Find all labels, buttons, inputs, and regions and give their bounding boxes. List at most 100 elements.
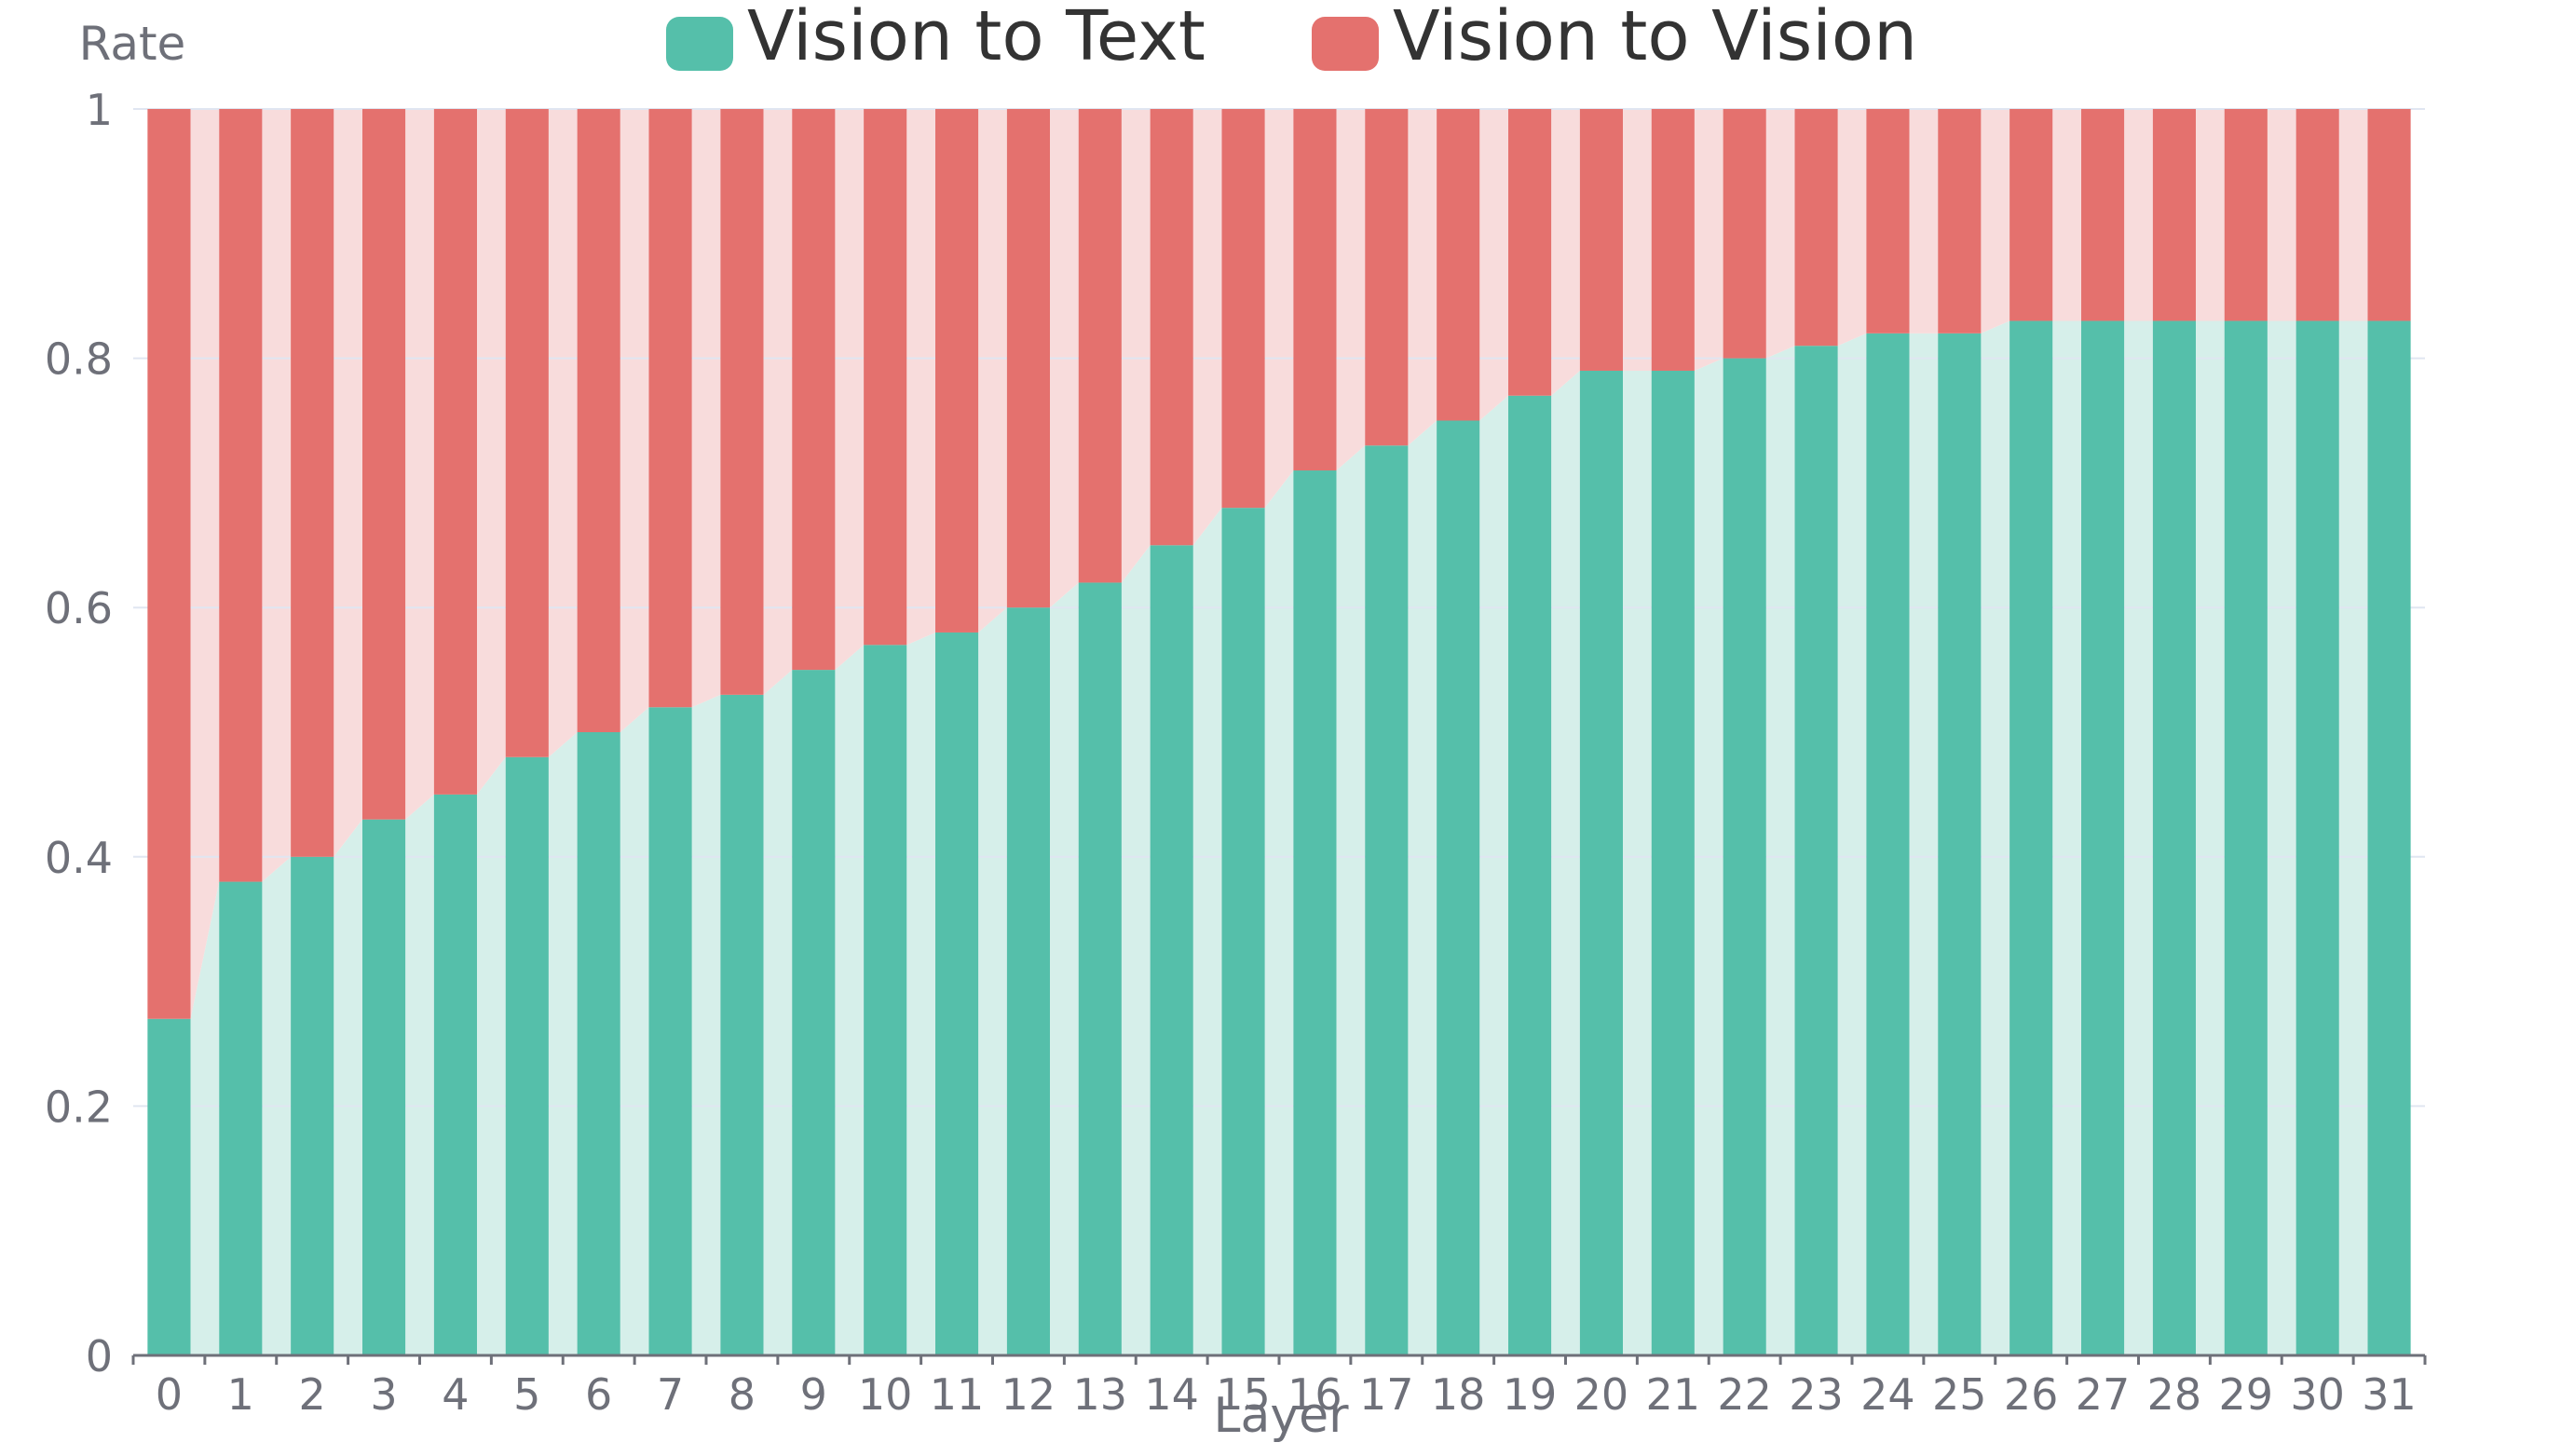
bar-vision-to-text xyxy=(1365,445,1409,1355)
band-vision-to-vision-2 xyxy=(334,109,362,857)
bar-vision-to-text xyxy=(935,632,979,1355)
bar-vision-to-vision xyxy=(2224,109,2268,321)
bar-vision-to-text xyxy=(1723,358,1766,1356)
bar-vision-to-text xyxy=(433,794,477,1355)
y-tick-label: 0.4 xyxy=(45,833,113,883)
x-tick-label: 27 xyxy=(2076,1369,2131,1420)
legend-item-vision-to-text[interactable]: Vision to Text xyxy=(666,0,1206,76)
bar-vision-to-text xyxy=(1794,346,1838,1356)
bar-vision-to-text xyxy=(2367,320,2411,1356)
band-vision-to-text-29 xyxy=(2267,320,2296,1356)
bar-vision-to-text xyxy=(864,645,907,1355)
x-tick-label: 31 xyxy=(2362,1369,2417,1420)
x-tick-label: 25 xyxy=(1932,1369,1987,1420)
x-tick-label: 14 xyxy=(1144,1369,1199,1420)
x-tick-label: 6 xyxy=(585,1369,612,1420)
band-vision-to-text-11 xyxy=(978,607,1007,1355)
band-vision-to-text-9 xyxy=(835,645,865,1355)
bar-vision-to-text xyxy=(792,670,836,1355)
bar-vision-to-text xyxy=(1078,582,1122,1355)
band-vision-to-text-5 xyxy=(548,732,578,1355)
y-axis-label: Rate xyxy=(79,17,186,71)
band-vision-to-text-15 xyxy=(1264,470,1294,1355)
bar-vision-to-vision xyxy=(505,109,549,757)
bar-vision-to-vision xyxy=(792,109,836,671)
x-axis-label: Layer xyxy=(1214,1388,1350,1444)
bar-vision-to-vision xyxy=(219,109,263,882)
band-vision-to-text-4 xyxy=(477,756,506,1355)
y-tick-label: 1 xyxy=(86,85,113,135)
x-tick-label: 21 xyxy=(1646,1369,1701,1420)
x-tick-label: 22 xyxy=(1717,1369,1772,1420)
band-vision-to-vision-8 xyxy=(763,109,793,695)
band-vision-to-text-0 xyxy=(190,881,220,1355)
bar-vision-to-text xyxy=(147,1018,191,1355)
axes: 00.20.40.60.810 1 2 3 4 5 6 7 8 9 10 11 12 13 14 15 16 17… xyxy=(45,85,2427,1420)
bar-vision-to-text xyxy=(1651,370,1695,1356)
band-vision-to-vision-9 xyxy=(835,109,865,671)
bar-vision-to-vision xyxy=(1723,109,1766,359)
legend-item-vision-to-vision[interactable]: Vision to Vision xyxy=(1312,0,1917,76)
band-vision-to-vision-18 xyxy=(1479,109,1508,421)
bar-vision-to-text xyxy=(2009,320,2053,1356)
bar-vision-to-vision xyxy=(147,109,191,1019)
band-vision-to-vision-25 xyxy=(1981,109,2010,333)
x-tick-label: 0 xyxy=(156,1369,183,1420)
bar-vision-to-vision xyxy=(648,109,692,708)
bar-vision-to-vision xyxy=(1150,109,1193,546)
band-vision-to-text-19 xyxy=(1551,370,1580,1356)
bars xyxy=(147,109,2411,1356)
band-vision-to-vision-10 xyxy=(906,109,935,646)
bar-vision-to-vision xyxy=(2081,109,2125,321)
bar-vision-to-vision xyxy=(577,109,620,732)
band-vision-to-text-27 xyxy=(2124,320,2153,1356)
bar-vision-to-text xyxy=(2152,320,2196,1356)
bar-vision-to-text xyxy=(219,881,263,1355)
x-tick-label: 8 xyxy=(729,1369,756,1420)
x-tick-label: 24 xyxy=(1860,1369,1915,1420)
bar-vision-to-vision xyxy=(1006,109,1050,608)
bar-vision-to-vision xyxy=(2367,109,2411,321)
band-vision-to-text-20 xyxy=(1623,370,1652,1356)
legend: Vision to Text Vision to Vision xyxy=(666,0,1917,76)
band-vision-to-text-16 xyxy=(1336,445,1366,1355)
legend-label-vision-to-text: Vision to Text xyxy=(747,0,1206,76)
y-tick-label: 0.2 xyxy=(45,1082,113,1132)
band-vision-to-text-25 xyxy=(1981,320,2010,1356)
band-vision-to-vision-14 xyxy=(1192,109,1222,546)
x-tick-label: 2 xyxy=(299,1369,326,1420)
bar-vision-to-vision xyxy=(1437,109,1480,421)
band-vision-to-text-3 xyxy=(405,794,434,1355)
band-vision-to-text-12 xyxy=(1050,582,1079,1355)
bar-vision-to-text xyxy=(2295,320,2339,1356)
bar-vision-to-text xyxy=(505,756,549,1355)
band-vision-to-text-18 xyxy=(1479,395,1508,1355)
bar-vision-to-vision xyxy=(1221,109,1265,509)
bar-vision-to-text xyxy=(1221,508,1265,1355)
x-tick-label: 1 xyxy=(227,1369,254,1420)
bar-vision-to-text xyxy=(362,819,406,1355)
bar-vision-to-text xyxy=(1006,607,1050,1355)
bar-vision-to-vision xyxy=(1365,109,1409,446)
bar-vision-to-vision xyxy=(433,109,477,795)
band-vision-to-vision-5 xyxy=(548,109,578,757)
band-vision-to-vision-3 xyxy=(405,109,434,820)
legend-swatch-vision-to-text xyxy=(666,17,733,71)
bar-vision-to-text xyxy=(1938,333,1982,1356)
bar-vision-to-vision xyxy=(1794,109,1838,347)
band-vision-to-vision-7 xyxy=(691,109,721,708)
bar-vision-to-vision xyxy=(362,109,406,820)
band-vision-to-vision-24 xyxy=(1909,109,1939,333)
x-tick-label: 9 xyxy=(800,1369,827,1420)
band-vision-to-text-24 xyxy=(1909,333,1939,1356)
band-vision-to-text-26 xyxy=(2052,320,2081,1356)
band-vision-to-vision-26 xyxy=(2052,109,2081,321)
band-vision-to-vision-11 xyxy=(978,109,1007,633)
bar-vision-to-text xyxy=(1150,545,1193,1355)
bar-vision-to-text xyxy=(1579,370,1623,1356)
band-vision-to-vision-30 xyxy=(2338,109,2368,321)
flow-bands xyxy=(190,109,2368,1356)
bar-vision-to-text xyxy=(291,856,334,1355)
bar-vision-to-text xyxy=(720,694,764,1355)
bar-vision-to-text xyxy=(648,707,692,1355)
